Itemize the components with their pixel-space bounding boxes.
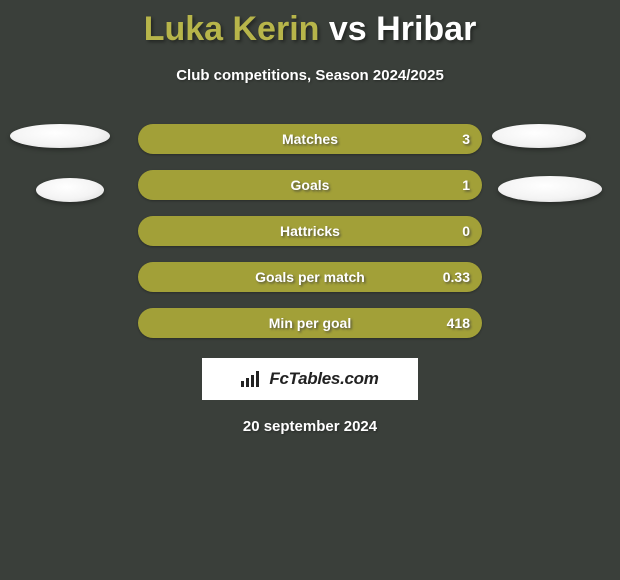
stat-row-label: Min per goal (269, 315, 351, 331)
bar-chart-icon (241, 371, 263, 387)
stat-row-right-value: 0 (462, 223, 470, 239)
side-ellipse (492, 124, 586, 148)
subtitle: Club competitions, Season 2024/2025 (0, 67, 620, 84)
side-ellipse (36, 178, 104, 202)
footer-date: 20 september 2024 (0, 418, 620, 435)
title-player1: Luka Kerin (144, 10, 320, 48)
stat-rows: Matches 3 Goals 1 Hattricks 0 Goals per match 0… (0, 124, 620, 338)
stat-row: Goals 1 (138, 170, 482, 200)
side-ellipse (498, 176, 602, 202)
stat-row: Hattricks 0 (138, 216, 482, 246)
title-player2: Hribar (376, 10, 476, 48)
stat-row-right-value: 3 (462, 131, 470, 147)
stat-row-right-value: 0.33 (443, 269, 470, 285)
stat-row-label: Matches (282, 131, 338, 147)
page-title: Luka Kerin vs Hribar (0, 0, 620, 49)
side-ellipse (10, 124, 110, 148)
stat-row: Matches 3 (138, 124, 482, 154)
stat-row-label: Goals (291, 177, 330, 193)
brand-logo: FcTables.com (202, 358, 418, 400)
brand-logo-text: FcTables.com (269, 369, 378, 389)
stat-row-label: Hattricks (280, 223, 340, 239)
stat-row-right-value: 1 (462, 177, 470, 193)
title-vs: vs (329, 10, 367, 48)
stat-row: Goals per match 0.33 (138, 262, 482, 292)
stat-row: Min per goal 418 (138, 308, 482, 338)
stat-row-right-value: 418 (447, 315, 470, 331)
stat-row-label: Goals per match (255, 269, 365, 285)
